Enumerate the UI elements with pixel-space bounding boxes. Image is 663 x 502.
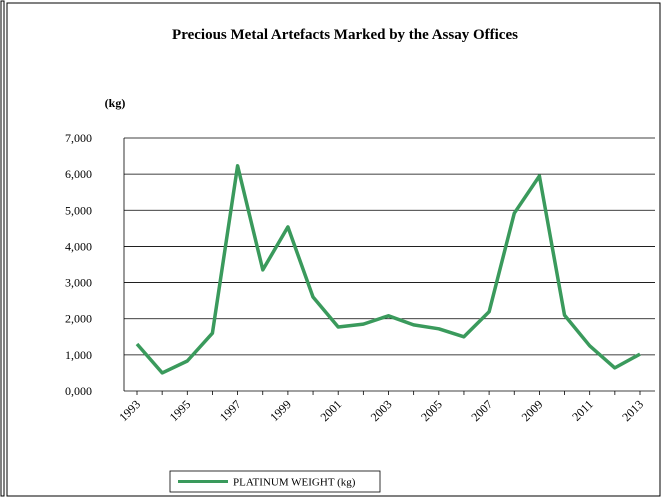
y-tick-label: 1,000: [65, 348, 92, 362]
y-tick-label: 2,000: [65, 312, 92, 326]
y-tick-label: 6,000: [65, 167, 92, 181]
chart-title: Precious Metal Artefacts Marked by the A…: [172, 27, 518, 43]
legend-label: PLATINUM WEIGHT (kg): [233, 477, 356, 489]
frame-edge: [0, 0, 5, 497]
y-tick-label: 7,000: [65, 131, 92, 145]
y-tick-label: 0,000: [65, 384, 92, 398]
y-tick-label: 4,000: [65, 239, 92, 253]
y-tick-label: 3,000: [65, 276, 92, 290]
legend-box: [169, 470, 381, 493]
data-line: [135, 164, 641, 375]
y-axis-label: (kg): [105, 96, 126, 110]
chart-frame: [6, 2, 661, 497]
y-tick-label: 5,000: [65, 203, 92, 217]
